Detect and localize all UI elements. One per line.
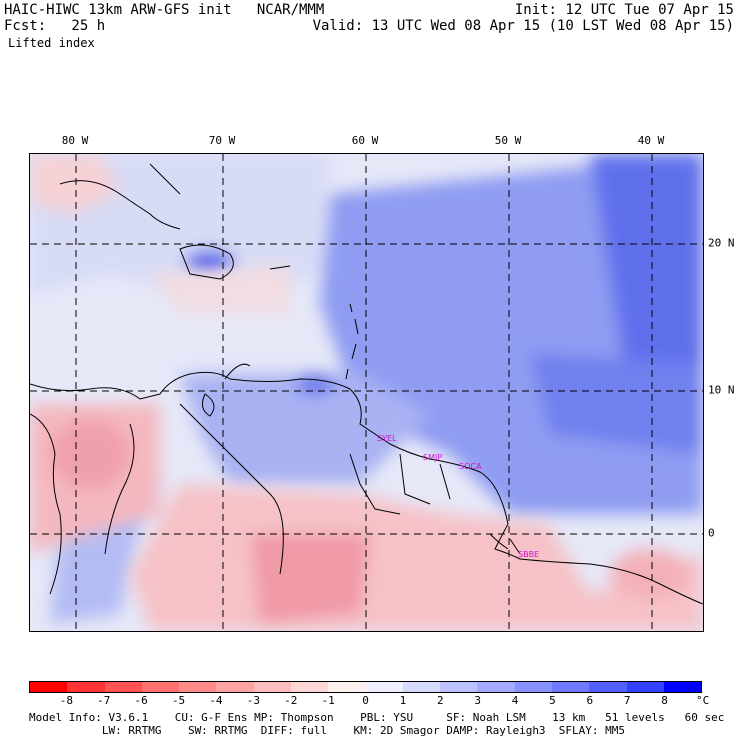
lon-label-80w: 80 W xyxy=(61,134,89,147)
model-info-line2: LW: RRTMG SW: RRTMG DIFF: full KM: 2D Sm… xyxy=(29,724,626,737)
colorbar-swatch xyxy=(141,682,180,692)
colorbar-swatch xyxy=(365,682,403,692)
colorbar-tick-label: 0 xyxy=(362,694,369,707)
forecast-hour: Fcst: 25 h xyxy=(4,18,106,34)
colorbar-swatch xyxy=(179,682,217,692)
colorbar-swatch xyxy=(551,682,590,692)
colorbar-tick-label: 7 xyxy=(623,694,631,707)
graticule xyxy=(30,154,703,631)
lifted-index-map: SYEL SMJP SOCA SBBE xyxy=(29,153,704,632)
colorbar xyxy=(29,681,702,693)
lon-label-60w: 60 W xyxy=(351,134,379,147)
lat-label-0: 0 xyxy=(708,526,715,540)
colorbar-swatch xyxy=(477,682,515,692)
colorbar-tick-label: -8 xyxy=(59,694,73,707)
header-title: HAIC-HIWC 13km ARW-GFS init NCAR/MMM xyxy=(4,2,325,18)
colorbar-swatch xyxy=(514,682,552,692)
colorbar-swatch xyxy=(67,682,105,692)
colorbar-swatch xyxy=(216,682,254,692)
lon-label-40w: 40 W xyxy=(637,134,665,147)
map-canvas: SYEL SMJP SOCA SBBE xyxy=(30,154,703,631)
colorbar-swatch xyxy=(253,682,291,692)
colorbar-tick-label: -2 xyxy=(284,694,298,707)
station-smjp: SMJP xyxy=(423,453,442,462)
colorbar-unit: °C xyxy=(696,694,710,707)
lat-label-20n: 20 N xyxy=(708,236,735,250)
colorbar-swatch xyxy=(663,682,702,692)
lon-label-70w: 70 W xyxy=(208,134,236,147)
colorbar-tick-label: -3 xyxy=(246,694,260,707)
colorbar-swatch xyxy=(589,682,627,692)
colorbar-tick-label: 8 xyxy=(661,694,668,707)
colorbar-tick-label: 5 xyxy=(549,694,556,707)
colorbar-swatch xyxy=(440,682,478,692)
lon-label-50w: 50 W xyxy=(494,134,522,147)
colorbar-tick-label: 1 xyxy=(399,694,407,707)
colorbar-swatch xyxy=(328,682,366,692)
colorbar-tick-label: 3 xyxy=(474,694,481,707)
colorbar-tick-label: -6 xyxy=(134,694,148,707)
colorbar-swatch xyxy=(30,682,68,692)
colorbar-swatch xyxy=(402,682,441,692)
colorbar-swatch xyxy=(104,682,142,692)
colorbar-tick-label: 4 xyxy=(511,694,519,707)
field-name: Lifted index xyxy=(8,36,95,50)
colorbar-swatch xyxy=(626,682,664,692)
station-soca: SOCA xyxy=(459,462,482,471)
unstable-shading xyxy=(30,154,703,631)
colorbar-tick-label: -7 xyxy=(97,694,111,707)
colorbar-tick-label: 2 xyxy=(436,694,444,707)
colorbar-tick-label: -1 xyxy=(321,694,335,707)
station-sbbe: SBBE xyxy=(518,550,539,559)
colorbar-tick-label: 6 xyxy=(586,694,594,707)
lat-label-10n: 10 N xyxy=(708,383,735,397)
colorbar-tick-label: -5 xyxy=(171,694,186,707)
station-syel: SYEL xyxy=(377,434,397,443)
model-info-line1: Model Info: V3.6.1 CU: G-F Ens MP: Thomp… xyxy=(29,711,725,724)
colorbar-tick-label: -4 xyxy=(209,694,223,707)
colorbar-swatch xyxy=(290,682,329,692)
valid-time: Valid: 13 UTC Wed 08 Apr 15 (10 LST Wed … xyxy=(312,18,734,34)
init-time: Init: 12 UTC Tue 07 Apr 15 xyxy=(514,2,734,18)
